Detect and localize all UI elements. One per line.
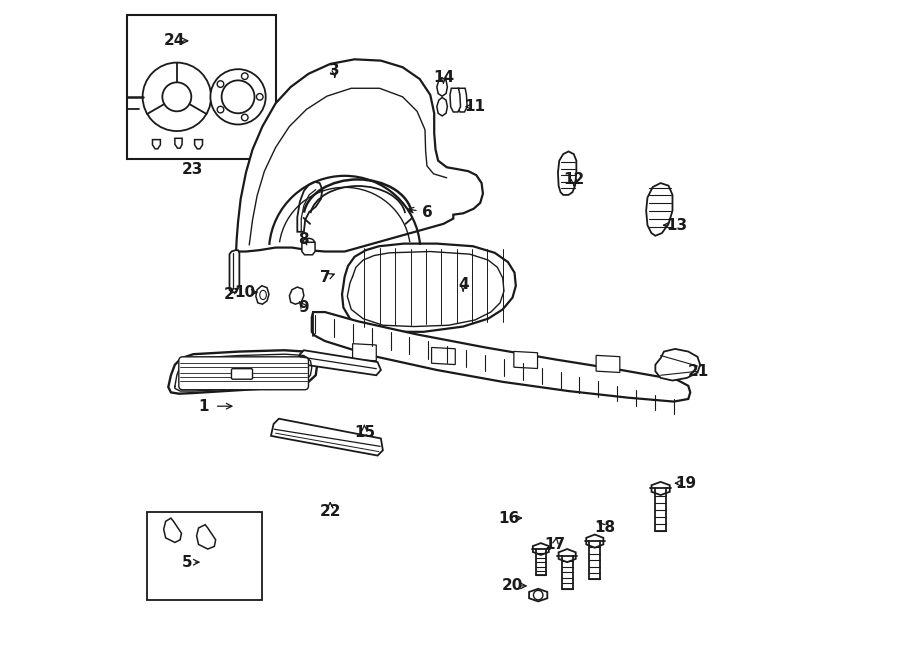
Text: 7: 7 [320,270,330,286]
Circle shape [241,114,248,121]
Text: 5: 5 [182,555,192,570]
Polygon shape [175,138,182,148]
Polygon shape [256,286,269,304]
Text: 18: 18 [594,520,616,535]
Polygon shape [196,525,216,549]
Polygon shape [290,287,304,304]
Polygon shape [652,482,670,495]
Circle shape [534,590,543,600]
Circle shape [221,81,255,113]
Text: 8: 8 [299,232,310,247]
Polygon shape [311,312,690,402]
Text: 10: 10 [234,285,256,300]
Text: 23: 23 [181,162,202,176]
Polygon shape [646,183,672,236]
Text: 13: 13 [667,217,688,233]
Ellipse shape [260,290,266,299]
Circle shape [256,94,263,100]
Text: 4: 4 [458,277,469,292]
Polygon shape [297,350,381,375]
Circle shape [241,73,248,79]
Text: 17: 17 [544,537,566,552]
Polygon shape [533,543,549,555]
Text: 11: 11 [464,99,485,114]
Polygon shape [529,589,547,602]
Bar [148,512,263,600]
Polygon shape [432,348,455,365]
Text: 15: 15 [354,425,375,440]
Polygon shape [655,349,700,381]
Circle shape [162,83,192,111]
Polygon shape [271,418,382,455]
Circle shape [217,106,224,113]
Polygon shape [558,151,576,195]
Text: 2: 2 [224,287,235,302]
Text: 21: 21 [688,364,709,379]
Polygon shape [456,89,467,112]
Polygon shape [436,78,447,96]
Polygon shape [236,59,483,252]
Polygon shape [168,350,317,394]
FancyBboxPatch shape [179,357,309,390]
Polygon shape [514,352,537,369]
Polygon shape [194,139,202,149]
Polygon shape [230,251,239,292]
Polygon shape [297,182,322,232]
Polygon shape [436,97,447,116]
Text: 16: 16 [499,510,520,525]
Polygon shape [164,518,182,543]
Polygon shape [342,244,516,332]
Text: 22: 22 [320,504,341,519]
Text: 12: 12 [563,172,584,186]
Polygon shape [152,139,160,149]
Bar [128,15,275,159]
Circle shape [142,63,211,131]
Polygon shape [586,535,603,548]
Text: 9: 9 [299,300,310,315]
Polygon shape [450,89,461,112]
Text: 20: 20 [502,578,523,594]
FancyBboxPatch shape [231,369,253,379]
Text: 6: 6 [421,204,432,219]
Text: 3: 3 [329,63,340,78]
Text: 19: 19 [675,476,697,490]
Polygon shape [353,344,376,361]
Circle shape [217,81,224,87]
Text: 24: 24 [164,34,185,48]
Polygon shape [302,243,315,254]
Circle shape [211,69,266,124]
Polygon shape [596,356,620,372]
Text: 1: 1 [198,399,209,414]
Text: 14: 14 [433,69,454,85]
Polygon shape [559,549,576,563]
